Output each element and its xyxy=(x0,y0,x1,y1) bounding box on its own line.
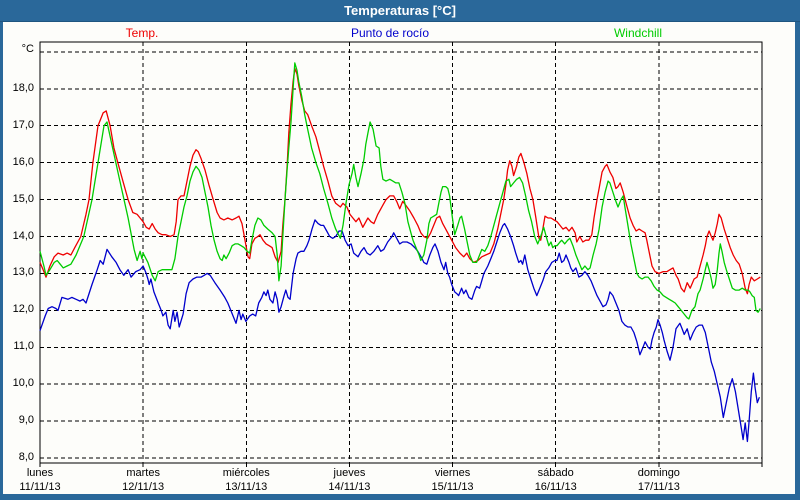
series-line-puntoderoco xyxy=(39,219,761,443)
y-axis-unit: °C xyxy=(21,42,34,55)
page-title: Temperaturas [°C] xyxy=(344,3,456,18)
legend-item-windchill: Windchill xyxy=(613,26,662,40)
x-day-name: jueves xyxy=(333,467,366,479)
y-tick-label: 17,0 xyxy=(12,118,34,131)
x-day-date: 11/11/13 xyxy=(19,481,61,493)
chart-area-background xyxy=(3,22,795,494)
y-tick-label: 14,0 xyxy=(12,229,34,242)
x-day-date: 15/11/13 xyxy=(431,481,474,493)
x-day-name: viernes xyxy=(434,467,471,479)
y-tick-label: 8,0 xyxy=(18,451,34,464)
x-day-date: 12/11/13 xyxy=(122,481,165,493)
legend-item-temp: Temp. xyxy=(125,26,159,40)
y-tick-label: 18,0 xyxy=(12,81,34,94)
x-day-date: 16/11/13 xyxy=(534,481,577,493)
legend-item-dewpoint: Punto de rocío xyxy=(350,26,430,40)
series-line-temp xyxy=(39,67,761,295)
x-day-name: martes xyxy=(126,467,160,479)
y-tick-label: 9,0 xyxy=(18,414,34,427)
y-tick-label: 15,0 xyxy=(12,192,34,205)
x-day-name: sábado xyxy=(537,467,574,479)
y-tick-label: 13,0 xyxy=(12,266,34,279)
x-day-name: domingo xyxy=(637,467,680,479)
y-tick-label: 10,0 xyxy=(12,377,34,390)
x-day-date: 13/11/13 xyxy=(225,481,268,493)
series-line-windchill xyxy=(39,62,761,320)
x-day-name: lunes xyxy=(26,467,54,479)
y-tick-label: 16,0 xyxy=(12,155,34,168)
x-day-name: miércoles xyxy=(222,467,270,479)
x-day-date: 14/11/13 xyxy=(328,481,371,493)
x-day-date: 17/11/13 xyxy=(637,481,680,493)
title-bar: Temperaturas [°C] xyxy=(0,0,800,22)
y-tick-label: 11,0 xyxy=(13,340,34,353)
y-tick-label: 12,0 xyxy=(12,303,34,316)
